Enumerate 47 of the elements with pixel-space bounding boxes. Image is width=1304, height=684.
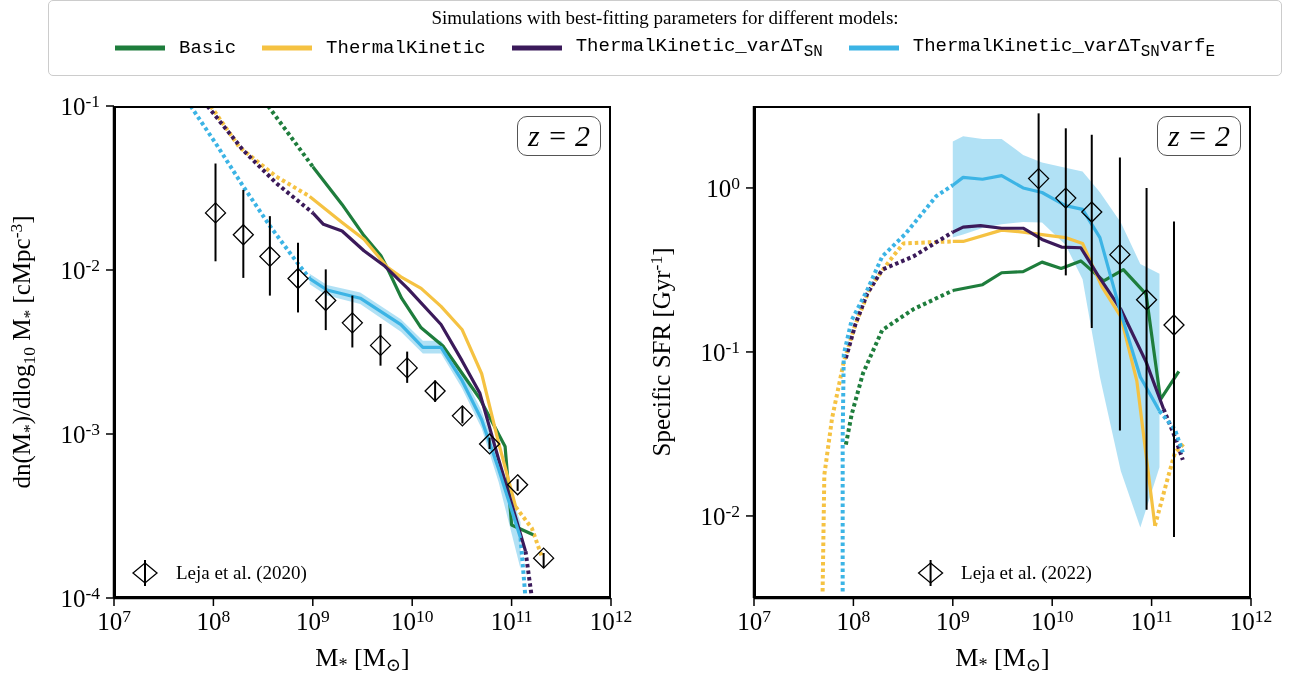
point — [204, 202, 227, 224]
point — [478, 433, 501, 455]
legend-label: Basic — [179, 36, 237, 59]
annotation: z = 2 — [1157, 116, 1241, 156]
legend-label: Leja et al. (2022) — [961, 562, 1092, 584]
legend-label: ThermalKinetic — [326, 36, 486, 59]
point — [506, 474, 529, 496]
legend-title: Simulations with best-fitting parameters for different models: — [430, 7, 900, 29]
x-tick-label: 10$^{10}$ — [390, 605, 434, 635]
point — [396, 357, 418, 379]
annotation: z = 2 — [517, 116, 601, 156]
x-axis-title: M$_{*}$ [M$_{⊙}$] — [955, 643, 1050, 675]
point — [341, 312, 364, 334]
y-tick-label: 10$^{-1}$ — [700, 336, 740, 366]
x-tick-label: 10$^{9}$ — [295, 605, 330, 635]
point — [1163, 314, 1185, 336]
x-tick-label: 10$^{7}$ — [737, 605, 772, 635]
x-tick-label: 10$^{10}$ — [1030, 605, 1074, 635]
point — [532, 547, 555, 569]
x-tick-label: 10$^{11}$ — [1130, 605, 1173, 635]
y-tick-label: 10$^{-2}$ — [60, 254, 100, 284]
legend-label: ThermalKinetic_varΔT$_{SN}$varf$_{E}$ — [912, 35, 1215, 61]
x-tick-label: 10$^{8}$ — [196, 605, 231, 635]
legend-label: Leja et al. (2020) — [176, 562, 307, 584]
x-axis-title: M$_{*}$ [M$_{⊙}$] — [315, 643, 410, 675]
point — [1109, 244, 1131, 266]
point — [1135, 289, 1158, 311]
x-tick-label: 10$^{9}$ — [935, 605, 970, 635]
point — [1055, 187, 1077, 209]
point — [451, 405, 474, 427]
point — [315, 289, 337, 312]
point — [1081, 201, 1103, 223]
point — [369, 334, 392, 357]
x-tick-label: 10$^{12}$ — [589, 605, 633, 635]
legend-label: ThermalKinetic_varΔT$_{SN}$ — [575, 35, 823, 61]
y-tick-label: 10$^{-2}$ — [700, 500, 740, 530]
point — [232, 224, 254, 246]
point — [259, 245, 281, 268]
point — [424, 380, 446, 402]
y-tick-label: 10$^{-3}$ — [60, 418, 101, 448]
point — [287, 267, 309, 290]
y-tick-label: 10$^{0}$ — [706, 172, 741, 202]
x-tick-label: 10$^{11}$ — [490, 605, 533, 635]
y-tick-label: 10$^{-1}$ — [60, 90, 100, 120]
x-tick-label: 10$^{12}$ — [1229, 605, 1273, 635]
point — [1027, 167, 1050, 190]
x-tick-label: 10$^{8}$ — [836, 605, 871, 635]
